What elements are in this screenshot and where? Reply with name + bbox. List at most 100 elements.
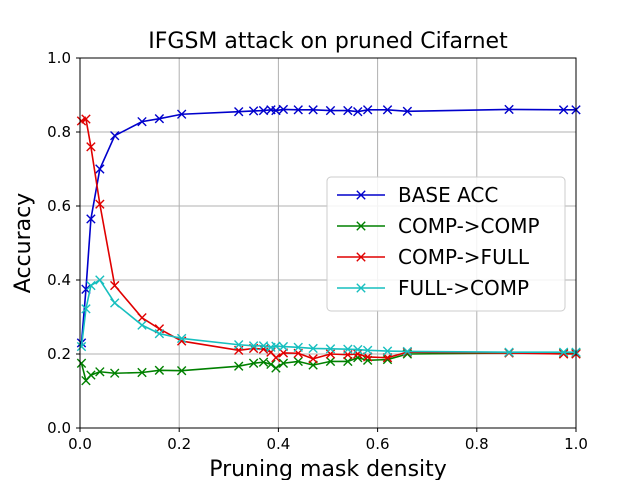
data-point-base-acc bbox=[278, 104, 289, 115]
data-point-full-comp bbox=[293, 342, 303, 353]
data-point-comp-full bbox=[382, 353, 393, 363]
data-point-full-comp bbox=[308, 343, 318, 354]
data-point-comp-comp bbox=[154, 365, 165, 375]
legend-marker bbox=[356, 190, 366, 200]
data-point-base-acc bbox=[176, 109, 187, 119]
data-point-base-acc bbox=[362, 105, 373, 115]
series-base-acc bbox=[76, 104, 581, 348]
data-point-full-comp bbox=[110, 298, 120, 308]
data-point-full-comp bbox=[176, 333, 187, 344]
data-point-comp-comp bbox=[278, 358, 289, 368]
data-point-comp-comp bbox=[234, 361, 244, 371]
x-tick-label: 0.2 bbox=[167, 435, 191, 453]
data-point-comp-full bbox=[271, 353, 281, 363]
data-point-base-acc bbox=[402, 106, 413, 116]
data-point-full-comp bbox=[137, 320, 147, 330]
data-point-base-acc bbox=[382, 105, 393, 115]
x-tick-label: 0.0 bbox=[68, 435, 92, 453]
data-point-full-comp bbox=[86, 280, 96, 291]
data-point-comp-full bbox=[558, 349, 569, 359]
legend-label: COMP->COMP bbox=[398, 214, 540, 238]
data-point-full-comp bbox=[278, 341, 289, 352]
series-layer bbox=[76, 104, 581, 386]
data-point-full-comp bbox=[271, 341, 281, 351]
data-point-comp-comp bbox=[325, 356, 336, 367]
data-point-base-acc bbox=[271, 105, 281, 116]
data-point-comp-comp bbox=[110, 368, 120, 378]
series-full-comp bbox=[76, 275, 581, 357]
data-point-comp-comp bbox=[176, 365, 187, 376]
data-point-comp-comp bbox=[137, 367, 147, 378]
plot-frame bbox=[79, 57, 577, 429]
legend-marker bbox=[356, 283, 366, 293]
y-tick-label: 0.0 bbox=[47, 419, 71, 437]
data-point-base-acc bbox=[234, 106, 244, 117]
x-tick-label: 0.6 bbox=[366, 435, 390, 453]
data-point-comp-comp bbox=[76, 358, 87, 368]
data-point-comp-full bbox=[137, 313, 147, 323]
data-point-comp-full bbox=[308, 354, 318, 364]
x-tick-label: 0.8 bbox=[465, 435, 489, 453]
data-point-full-comp bbox=[353, 344, 363, 355]
data-point-comp-comp bbox=[258, 357, 269, 367]
data-point-full-comp bbox=[504, 347, 514, 357]
data-point-comp-comp bbox=[293, 356, 303, 367]
y-axis-label: Accuracy bbox=[11, 193, 36, 293]
y-tick-label: 0.2 bbox=[47, 345, 71, 363]
data-point-full-comp bbox=[234, 340, 244, 350]
data-point-full-comp bbox=[81, 304, 91, 314]
data-point-base-acc bbox=[137, 116, 147, 127]
data-point-full-comp bbox=[382, 346, 393, 356]
x-axis-label: Pruning mask density bbox=[209, 457, 447, 480]
legend-label: COMP->FULL bbox=[398, 245, 530, 269]
y-tick-label: 1.0 bbox=[47, 49, 71, 67]
data-point-base-acc bbox=[504, 104, 514, 115]
legend-entry-full-comp: FULL->COMP bbox=[337, 276, 529, 300]
data-point-base-acc bbox=[86, 214, 96, 224]
data-point-base-acc bbox=[110, 131, 120, 141]
data-point-full-comp bbox=[248, 341, 259, 351]
y-tick-label: 0.4 bbox=[47, 271, 71, 289]
data-point-comp-comp bbox=[95, 367, 105, 377]
data-point-base-acc bbox=[154, 113, 165, 124]
data-point-full-comp bbox=[258, 341, 269, 351]
data-point-comp-full bbox=[86, 142, 96, 152]
legend: BASE ACC COMP->COMP COMP->FULL FULL->COMP bbox=[326, 176, 566, 312]
legend-box bbox=[326, 176, 566, 312]
data-point-base-acc bbox=[248, 106, 259, 116]
ticks: 0.0 0.2 0.4 0.6 0.8 1.0 0.0 0.2 0.4 0.6 0.8 1.0 bbox=[47, 49, 588, 453]
data-point-comp-comp bbox=[86, 370, 96, 380]
data-point-comp-full bbox=[353, 349, 363, 359]
data-point-comp-comp bbox=[266, 359, 276, 370]
data-point-base-acc bbox=[353, 106, 363, 117]
data-point-base-acc bbox=[558, 105, 569, 115]
data-point-full-comp bbox=[325, 344, 336, 354]
x-tick-label: 1.0 bbox=[564, 435, 588, 453]
data-point-full-comp bbox=[95, 275, 105, 285]
data-point-full-comp bbox=[558, 347, 569, 357]
data-point-comp-full bbox=[110, 280, 120, 291]
legend-label: FULL->COMP bbox=[398, 276, 529, 300]
data-point-full-comp bbox=[362, 345, 373, 355]
data-point-full-comp bbox=[343, 344, 353, 354]
data-point-full-comp bbox=[402, 346, 413, 357]
legend-entry-base-acc: BASE ACC bbox=[337, 183, 498, 207]
data-point-base-acc bbox=[325, 105, 336, 116]
data-point-comp-comp bbox=[343, 356, 353, 367]
legend-entry-comp-full: COMP->FULL bbox=[337, 245, 530, 269]
data-point-base-acc bbox=[308, 105, 318, 115]
data-point-base-acc bbox=[95, 164, 105, 174]
y-tick-label: 0.6 bbox=[47, 197, 71, 215]
data-point-full-comp bbox=[76, 341, 87, 352]
x-tick-label: 0.4 bbox=[266, 435, 290, 453]
data-point-comp-comp bbox=[271, 363, 281, 373]
chart-title: IFGSM attack on pruned Cifarnet bbox=[148, 29, 508, 54]
data-point-base-acc bbox=[293, 105, 303, 115]
data-point-comp-full bbox=[362, 352, 373, 362]
y-tick-label: 0.8 bbox=[47, 123, 71, 141]
legend-label: BASE ACC bbox=[398, 183, 498, 207]
data-point-comp-full bbox=[81, 114, 91, 124]
legend-marker bbox=[356, 221, 366, 231]
data-point-full-comp bbox=[154, 328, 165, 339]
